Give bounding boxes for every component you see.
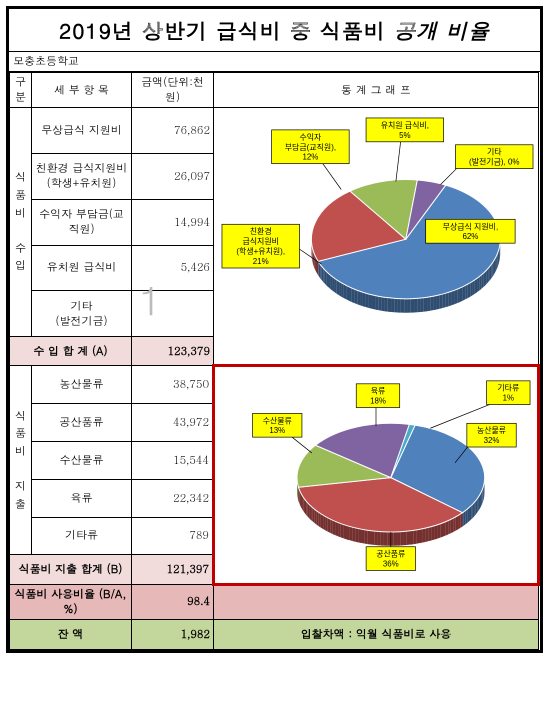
expense-item-2: 수산물류 <box>32 442 132 480</box>
hdr-chart: 통 계 그 래 프 <box>214 73 539 108</box>
income-amt-1: 26,097 <box>132 153 214 199</box>
expense-item-1: 공산품류 <box>32 404 132 442</box>
income-item-0: 무상급식 지원비 <box>32 108 132 154</box>
expense-amt-1: 43,972 <box>132 404 214 442</box>
svg-text:유치원 급식비,: 유치원 급식비, <box>381 121 429 130</box>
chart-expense-cell: 농산물류32% 공산품류36% 수산물류13% 육류18% 기타류1% <box>214 366 539 584</box>
expense-sum-label: 식품비 지출 합계 (B) <box>10 555 132 584</box>
income-amt-3: 5,426 <box>132 245 214 291</box>
svg-text:12%: 12% <box>302 153 318 162</box>
svg-text:32%: 32% <box>484 437 500 446</box>
chart-income-cell: 무상급식 지원비,62% 친환경급식지원비(학생+유치원),21% 수익자부담금(교… <box>214 108 539 366</box>
svg-text:36%: 36% <box>383 560 399 569</box>
income-cat: 식 품 비 수 입 <box>10 108 32 337</box>
svg-text:수익자: 수익자 <box>299 132 322 142</box>
svg-text:62%: 62% <box>462 232 478 241</box>
income-item-2: 수익자 부담금(교직원) <box>32 199 132 245</box>
balance-value: 1,982 <box>132 619 214 649</box>
pie-chart-income: 무상급식 지원비,62% 친환경급식지원비(학생+유치원),21% 수익자부담금(교… <box>217 110 535 358</box>
income-amt-4 <box>132 291 214 337</box>
income-sum-label: 수 입 합 계 (A) <box>10 337 132 366</box>
expense-item-0: 농산물류 <box>32 366 132 404</box>
expense-amt-0: 38,750 <box>132 366 214 404</box>
pie-chart-expense: 농산물류32% 공산품류36% 수산물류13% 육류18% 기타류1% <box>218 369 534 576</box>
report-title: 2019년 상반기 급식비 중 식품비 공개 비율 <box>9 9 540 52</box>
income-sum-amt: 123,379 <box>132 337 214 366</box>
expense-amt-4: 789 <box>132 517 214 555</box>
expense-amt-3: 22,342 <box>132 479 214 517</box>
income-item-3: 유치원 급식비 <box>32 245 132 291</box>
svg-text:부담금(교직원),: 부담금(교직원), <box>285 142 336 152</box>
income-amt-2: 14,994 <box>132 199 214 245</box>
svg-text:13%: 13% <box>269 427 285 436</box>
svg-text:5%: 5% <box>399 131 410 140</box>
balance-label: 잔 액 <box>10 619 132 649</box>
hdr-amt: 금액(단위:천원) <box>132 73 214 108</box>
school-name: 모충초등학교 <box>9 52 540 72</box>
svg-text:급식지원비: 급식지원비 <box>242 237 279 246</box>
expense-item-4: 기타류 <box>32 517 132 555</box>
income-item-4: 기타 (발전기금) <box>32 291 132 337</box>
ratio-value: 98.4 <box>132 584 214 619</box>
svg-text:무상급식 지원비,: 무상급식 지원비, <box>443 221 499 231</box>
income-item-1: 친환경 급식지원비 (학생+유치원) <box>32 153 132 199</box>
title-em: 공개 비율 <box>394 15 490 45</box>
svg-text:수산물류: 수산물류 <box>263 416 292 426</box>
expense-cat: 식 품 비 지 출 <box>10 366 32 555</box>
hdr-cat: 구 분 <box>10 73 32 108</box>
svg-text:18%: 18% <box>370 397 386 406</box>
svg-text:(발전기금), 0%: (발전기금), 0% <box>469 157 519 167</box>
svg-text:기타: 기타 <box>487 148 502 157</box>
hdr-item: 세 부 항 목 <box>32 73 132 108</box>
svg-text:기타류: 기타류 <box>497 384 519 393</box>
svg-text:공산품류: 공산품류 <box>376 549 405 559</box>
expense-amt-2: 15,544 <box>132 442 214 480</box>
title-text: 2019년 상반기 급식비 중 식품비 <box>59 15 394 45</box>
svg-text:농산물류: 농산물류 <box>477 426 506 436</box>
expense-sum-amt: 121,397 <box>132 555 214 584</box>
expense-item-3: 육류 <box>32 479 132 517</box>
income-amt-0: 76,862 <box>132 108 214 154</box>
svg-text:(학생+유치원),: (학생+유치원), <box>236 246 285 256</box>
svg-text:친환경: 친환경 <box>250 226 272 236</box>
ratio-blank <box>214 584 539 619</box>
svg-text:21%: 21% <box>253 257 269 266</box>
svg-text:1%: 1% <box>503 394 514 403</box>
balance-note: 입찰차액 : 익월 식품비로 사용 <box>214 619 539 649</box>
ratio-label: 식품비 사용비율 (B/A, %) <box>10 584 132 619</box>
report-container: 2019년 상반기 급식비 중 식품비 공개 비율 모충초등학교 구 분 세 부… <box>6 6 543 653</box>
main-table: 구 분 세 부 항 목 금액(단위:천원) 통 계 그 래 프 식 품 비 수 … <box>9 72 540 650</box>
svg-text:육류: 육류 <box>371 387 386 396</box>
